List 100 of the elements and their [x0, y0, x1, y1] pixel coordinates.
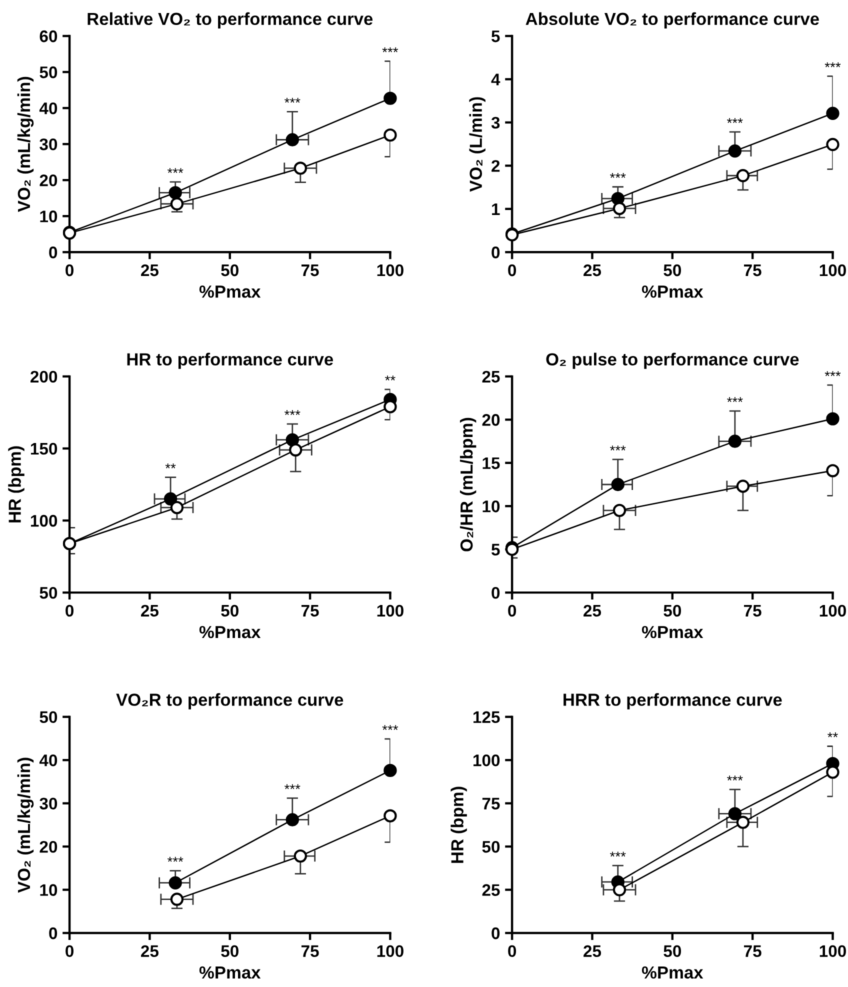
x-tick-label: 50 [221, 604, 238, 617]
point [286, 813, 300, 826]
y-tick-label: 5 [492, 30, 500, 42]
chart-title: HRR to performance curve [564, 693, 782, 710]
point [826, 412, 840, 426]
x-tick-label: 75 [301, 264, 319, 276]
y-tick-label: 50 [40, 586, 58, 599]
y-tick-label: 0 [49, 246, 58, 258]
point [612, 202, 626, 216]
y-tick-label: 50 [40, 711, 58, 724]
annotation: ** [828, 732, 838, 738]
x-tick-label: 0 [508, 604, 516, 617]
x-tick-label: 75 [301, 604, 319, 617]
annotation: *** [727, 397, 743, 402]
y-axis-title: VO₂ (L/min) [469, 97, 486, 192]
annotation: ** [385, 376, 396, 380]
point [736, 480, 750, 493]
y-axis-title: O₂/HR (mL/bpm) [460, 418, 476, 552]
annotation: *** [610, 173, 626, 178]
y-tick-label: 60 [40, 30, 58, 42]
point [728, 807, 742, 820]
point [826, 766, 840, 779]
x-tick-label: 50 [664, 264, 681, 276]
y-tick-label: 75 [482, 798, 500, 810]
x-tick-label: 100 [820, 264, 846, 276]
y-tick-label: 200 [30, 370, 58, 383]
annotation: *** [610, 446, 626, 450]
x-tick-label: 75 [744, 604, 762, 617]
point [294, 162, 308, 175]
point [289, 443, 302, 457]
point [170, 500, 184, 514]
chart-title: Relative VO₂ to performance curve [88, 12, 373, 28]
annotation: ** [165, 463, 176, 468]
x-tick-label: 25 [584, 945, 602, 958]
point [736, 816, 750, 829]
y-tick-label: 0 [49, 927, 58, 940]
annotation: *** [284, 410, 300, 416]
annotation: *** [727, 776, 743, 781]
y-tick-label: 0 [492, 586, 500, 599]
chart-title: HR to performance curve [127, 352, 333, 369]
point [170, 197, 184, 210]
y-tick-label: 100 [474, 754, 500, 766]
x-tick-label: 100 [820, 604, 846, 617]
point [384, 764, 397, 778]
x-tick-label: 50 [664, 604, 681, 617]
y-tick-label: 10 [482, 500, 500, 512]
y-tick-label: 0 [492, 927, 500, 940]
x-tick-label: 25 [141, 604, 159, 617]
annotation: *** [284, 98, 300, 103]
y-tick-label: 20 [40, 174, 58, 186]
x-tick-label: 0 [508, 264, 516, 276]
y-tick-label: 150 [30, 442, 58, 455]
x-tick-label: 50 [221, 264, 238, 276]
point [384, 400, 397, 414]
annotation: *** [167, 856, 184, 862]
point [384, 809, 397, 822]
y-tick-label: 30 [40, 138, 58, 150]
x-axis-title: %Pmax [199, 626, 261, 638]
annotation: *** [382, 47, 398, 52]
point [164, 492, 178, 506]
y-tick-label: 0 [492, 246, 500, 258]
y-tick-label: 50 [482, 840, 500, 853]
y-tick-label: 10 [40, 884, 58, 896]
annotation: *** [727, 118, 743, 124]
point [612, 504, 626, 518]
point [612, 883, 626, 896]
y-tick-label: 100 [30, 514, 58, 527]
chart-title: Absolute VO₂ to performance curve [526, 12, 819, 28]
point [286, 133, 300, 146]
point [826, 138, 840, 152]
point [826, 464, 840, 478]
annotation: *** [824, 371, 841, 376]
y-tick-label: 20 [40, 840, 58, 853]
y-tick-label: 25 [482, 370, 500, 383]
y-tick-label: 50 [40, 66, 58, 78]
point [384, 92, 397, 105]
y-tick-label: 15 [482, 457, 500, 470]
chart-title: VO₂R to performance curve [116, 693, 344, 710]
x-tick-label: 0 [508, 945, 516, 958]
y-tick-label: 10 [40, 210, 58, 222]
annotation: *** [167, 168, 184, 173]
x-axis-title: %Pmax [642, 966, 704, 979]
y-tick-label: 3 [491, 116, 500, 129]
x-tick-label: 100 [377, 945, 404, 958]
y-tick-label: 1 [492, 203, 500, 215]
point [170, 892, 184, 906]
x-tick-label: 50 [664, 945, 681, 958]
chart-title: O₂ pulse to performance curve [546, 352, 799, 369]
x-axis-title: %Pmax [199, 286, 261, 298]
point [826, 106, 840, 120]
y-axis-title: HR (bpm) [8, 446, 24, 522]
y-axis-title: VO₂ (mL/kg/min) [17, 758, 34, 893]
point [168, 876, 182, 890]
x-tick-label: 25 [584, 264, 602, 276]
y-tick-label: 25 [482, 884, 500, 896]
x-tick-label: 0 [66, 264, 74, 276]
y-tick-label: 5 [492, 544, 500, 556]
y-tick-label: 40 [39, 102, 58, 114]
annotation: *** [284, 784, 300, 790]
y-tick-label: 125 [474, 711, 500, 724]
